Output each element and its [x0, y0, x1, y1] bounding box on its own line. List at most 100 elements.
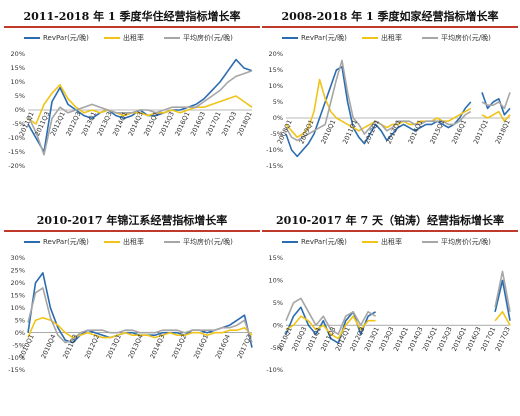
y-tick-label: 10%: [11, 78, 25, 86]
legend-item-2: 出租率: [362, 236, 402, 248]
y-tick-label: 20%: [11, 279, 25, 287]
series-line-3: [285, 270, 511, 335]
y-tick-label: 5%: [273, 299, 283, 307]
x-tick-label: 2014Q1: [406, 118, 424, 145]
y-tick-label: -20%: [8, 162, 25, 170]
chart-title: 2010-2017 年 7 天（铂涛）经营指标增长率: [262, 214, 518, 232]
chart-title: 2011-2018 年 1 季度华住经营指标增长率: [4, 10, 260, 28]
line-chart-svg: 20%15%10%5%0%-5%-10%-15%-20%2011Q12011Q3…: [8, 50, 254, 170]
legend-item-1: RevPar(元/晚): [24, 32, 89, 44]
legend-item-3: 平均房价(元/晚): [422, 32, 491, 44]
chart-title: 2010-2017 年锦江系经营指标增长率: [4, 214, 260, 232]
series-line-1: [27, 58, 253, 153]
legend-label: 平均房价(元/晚): [183, 34, 233, 42]
series-line-1: [285, 66, 511, 158]
chart-legend: RevPar(元/晚) 出租率 平均房价(元/晚): [262, 32, 518, 44]
chart-panel-3: 2010-2017 年锦江系经营指标增长率 RevPar(元/晚) 出租率 平均房价(…: [4, 212, 260, 402]
y-tick-label: 15%: [269, 66, 283, 74]
x-tick-label: 2016Q1: [450, 118, 468, 145]
legend-swatch: [164, 37, 180, 39]
chart-panel-4: 2010-2017 年 7 天（铂涛）经营指标增长率 RevPar(元/晚) 出租率…: [262, 212, 518, 402]
legend-label: RevPar(元/晚): [301, 238, 347, 246]
y-tick-label: 5%: [273, 98, 283, 106]
y-tick-label: -15%: [8, 366, 25, 374]
legend-swatch: [282, 241, 298, 243]
legend-label: RevPar(元/晚): [43, 34, 89, 42]
y-tick-label: 15%: [11, 64, 25, 72]
y-tick-label: 15%: [269, 254, 283, 262]
y-tick-label: 25%: [11, 267, 25, 275]
y-tick-label: -5%: [12, 341, 25, 349]
legend-label: 平均房价(元/晚): [183, 238, 233, 246]
legend-swatch: [422, 241, 438, 243]
series-line-2: [27, 84, 253, 125]
x-tick-label: 2015Q2: [170, 333, 188, 360]
legend-swatch: [282, 37, 298, 39]
y-tick-label: 10%: [269, 277, 283, 285]
y-tick-label: 5%: [15, 316, 25, 324]
legend-swatch: [104, 241, 120, 243]
x-tick-label: 2016Q1: [192, 333, 210, 360]
x-tick-label: 2015Q1: [428, 118, 446, 145]
x-tick-label: 2013Q1: [385, 118, 403, 145]
legend-label: 出租率: [381, 34, 402, 42]
y-tick-label: 10%: [11, 304, 25, 312]
chart-legend: RevPar(元/晚) 出租率 平均房价(元/晚): [262, 236, 518, 248]
y-tick-label: 5%: [15, 92, 25, 100]
y-tick-label: 0%: [15, 329, 25, 337]
legend-swatch: [362, 241, 378, 243]
y-tick-label: 0%: [273, 114, 283, 122]
legend-swatch: [164, 241, 180, 243]
y-tick-label: -10%: [266, 366, 283, 374]
series-line-2: [27, 316, 253, 339]
x-tick-label: 2010Q4: [39, 333, 57, 360]
chart-title: 2008-2018 年 1 季度如家经营指标增长率: [262, 10, 518, 28]
series-line-2: [285, 311, 511, 340]
legend-item-3: 平均房价(元/晚): [164, 32, 233, 44]
series-line-3: [285, 59, 511, 142]
legend-label: RevPar(元/晚): [301, 34, 347, 42]
x-tick-label: 2018Q1: [494, 118, 512, 145]
x-tick-label: 2013Q4: [127, 333, 145, 360]
legend-item-3: 平均房价(元/晚): [422, 236, 491, 248]
legend-item-2: 出租率: [104, 236, 144, 248]
legend-item-1: RevPar(元/晚): [282, 236, 347, 248]
legend-label: RevPar(元/晚): [43, 238, 89, 246]
legend-item-2: 出租率: [362, 32, 402, 44]
series-line-3: [27, 287, 253, 344]
x-tick-label: 2012Q2: [83, 333, 101, 360]
legend-swatch: [422, 37, 438, 39]
legend-label: 平均房价(元/晚): [441, 238, 491, 246]
y-tick-label: -10%: [8, 134, 25, 142]
legend-label: 出租率: [123, 238, 144, 246]
legend-label: 出租率: [123, 34, 144, 42]
y-tick-label: 20%: [269, 50, 283, 58]
x-tick-label: 2017Q1: [472, 118, 490, 145]
chart-panel-2: 2008-2018 年 1 季度如家经营指标增长率 RevPar(元/晚) 出租率 平…: [262, 8, 518, 198]
y-tick-label: 30%: [11, 254, 25, 262]
line-chart-svg: 30%25%20%15%10%5%0%-5%-10%-15%2010Q1 2010…: [8, 254, 254, 374]
x-tick-label: 2016Q4: [214, 333, 232, 360]
chart-area: 20% 15% 10% 5% 0% -5% -10% -15% 2008Q1 2009Q1 2010…: [262, 46, 518, 196]
x-tick-label: 2018Q1: [236, 110, 254, 137]
x-tick-label: 2010Q1: [319, 118, 337, 145]
legend-item-1: RevPar(元/晚): [24, 236, 89, 248]
series-line-3: [27, 70, 253, 156]
chart-area: 30% 25% 20% 15% 10% 5% 0% -5% -10% -15% 2010Q1 2010…: [4, 250, 260, 400]
legend-item-3: 平均房价(元/晚): [164, 236, 233, 248]
series-line-1: [285, 279, 511, 344]
y-tick-label: -5%: [270, 344, 283, 352]
legend-swatch: [24, 37, 40, 39]
line-chart-svg: 20%15%10%5%0%-5%-10%-15%2008Q1 2009Q1 2010…: [266, 50, 512, 170]
y-tick-label: -5%: [12, 120, 25, 128]
y-tick-label: 20%: [11, 50, 25, 58]
legend-item-1: RevPar(元/晚): [282, 32, 347, 44]
y-tick-label: 0%: [273, 321, 283, 329]
chart-legend: RevPar(元/晚) 出租率 平均房价(元/晚): [4, 236, 260, 248]
y-tick-label: 0%: [15, 106, 25, 114]
legend-swatch: [104, 37, 120, 39]
legend-label: 出租率: [381, 238, 402, 246]
y-tick-label: -10%: [8, 354, 25, 362]
chart-legend: RevPar(元/晚) 出租率 平均房价(元/晚): [4, 32, 260, 44]
